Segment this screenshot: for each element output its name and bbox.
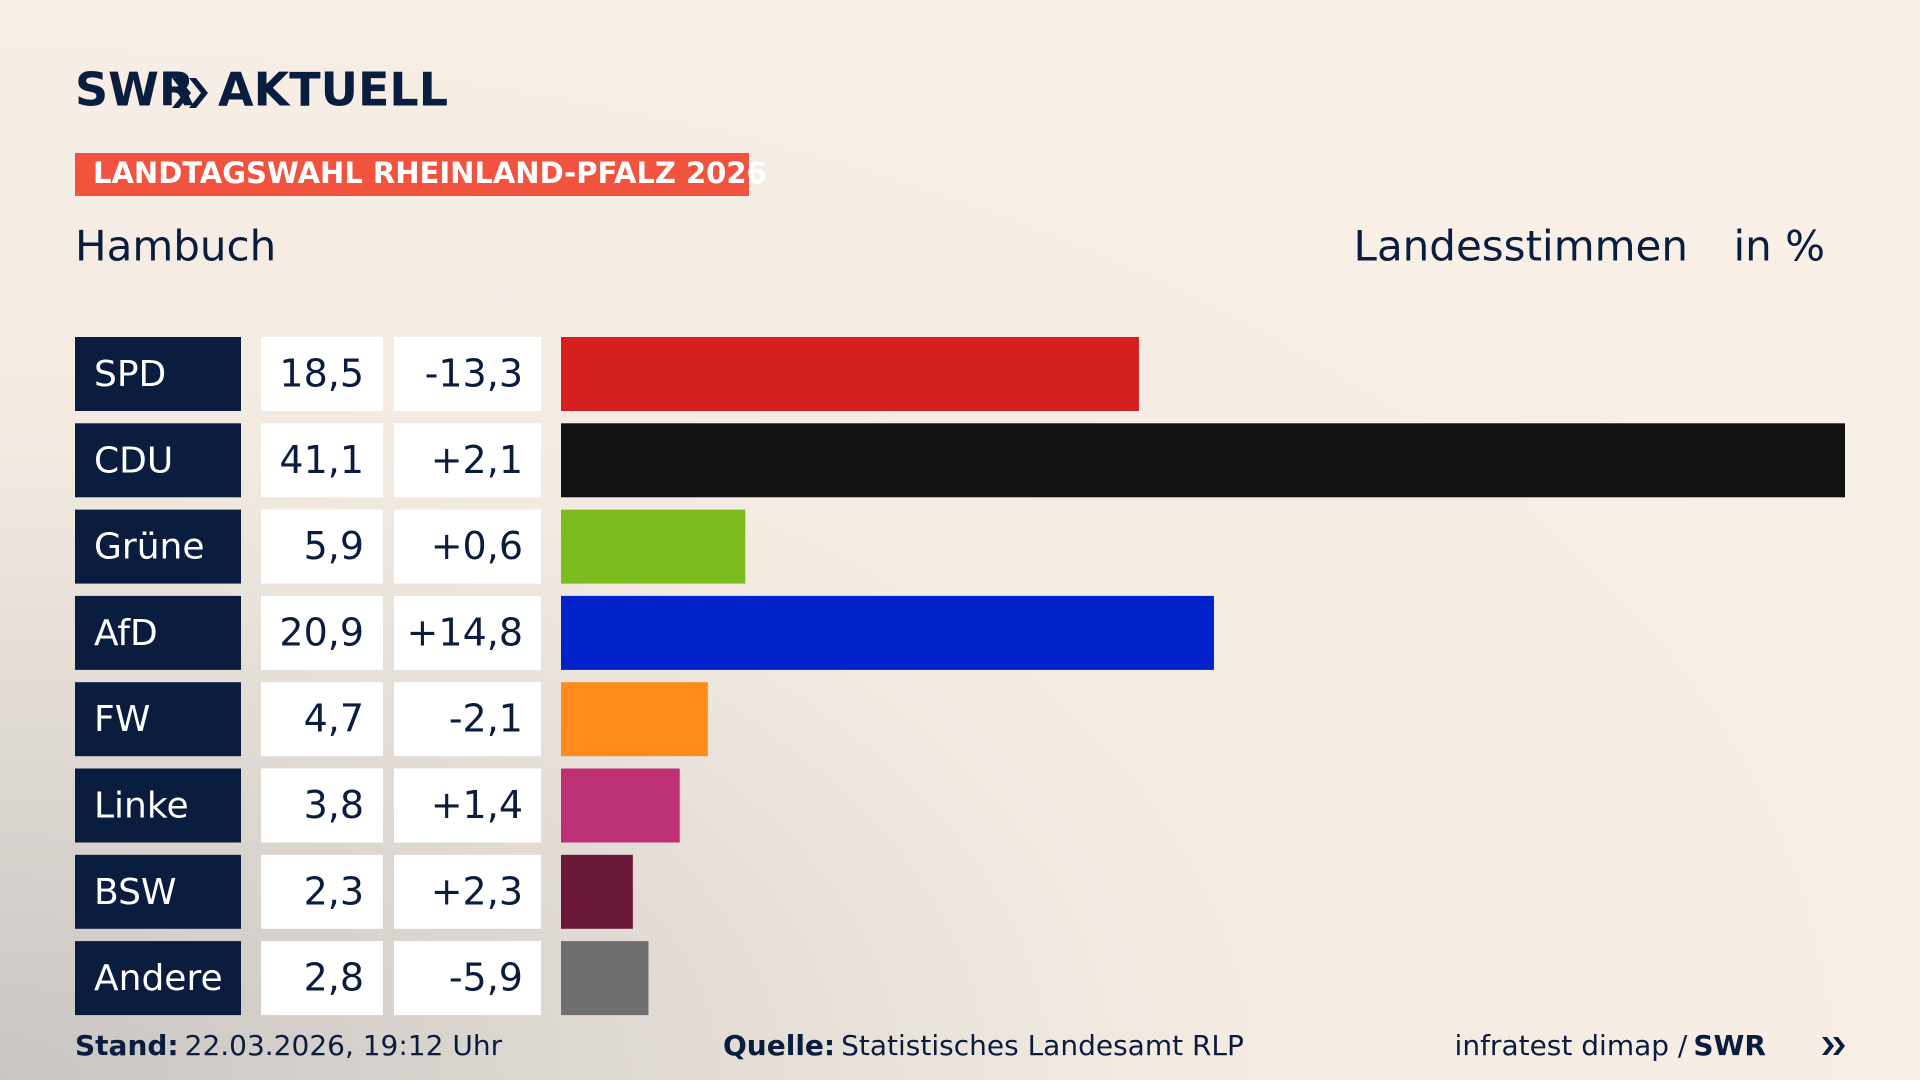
value-label: 20,9	[279, 610, 364, 654]
party-label: SPD	[94, 354, 166, 395]
value-box	[261, 509, 383, 584]
credit: infratest dimap / SWR	[1455, 1029, 1766, 1062]
bar	[561, 337, 1139, 411]
change-label: -13,3	[425, 352, 523, 396]
change-label: +2,1	[431, 438, 523, 482]
change-label: +14,8	[407, 610, 523, 654]
change-label: -5,9	[449, 956, 523, 1000]
party-label: BSW	[94, 872, 177, 913]
party-box	[75, 941, 241, 1016]
title-banner	[75, 153, 749, 196]
chart-title: LANDTAGSWAHL RHEINLAND-PFALZ 2026	[93, 156, 767, 190]
subtitle: Hambuch	[75, 222, 276, 271]
party-label: Linke	[94, 786, 189, 827]
bar	[561, 854, 633, 929]
value-label: 18,5	[279, 352, 364, 396]
bar	[561, 682, 708, 757]
change-box	[394, 423, 541, 498]
source: Statistisches Landesamt RLP	[841, 1029, 1244, 1062]
logo-swr: SWR	[75, 63, 194, 117]
party-label: FW	[94, 699, 150, 740]
bar	[561, 509, 746, 584]
bar	[561, 423, 1845, 498]
party-label: AfD	[94, 613, 158, 654]
party-box	[75, 854, 241, 929]
change-box	[394, 854, 541, 929]
bar	[561, 595, 1214, 670]
change-box	[394, 509, 541, 584]
value-label: 2,3	[304, 869, 364, 913]
value-box	[261, 854, 383, 929]
bar	[561, 768, 680, 843]
value-box	[261, 337, 383, 411]
logo-chevrons	[172, 78, 208, 108]
logo-aktuell: AKTUELL	[218, 63, 448, 117]
change-box	[394, 768, 541, 843]
value-box	[261, 423, 383, 498]
value-box	[261, 941, 383, 1016]
bar	[561, 941, 649, 1016]
change-box	[394, 337, 541, 411]
party-box	[75, 768, 241, 843]
change-label: +0,6	[431, 524, 523, 568]
value-box	[261, 682, 383, 757]
change-box	[394, 595, 541, 670]
credit-chevrons	[1822, 1037, 1845, 1055]
stand: 22.03.2026, 19:12 Uhr	[185, 1029, 503, 1062]
change-label: +1,4	[431, 783, 523, 827]
party-label: Grüne	[94, 527, 204, 568]
value-box	[261, 768, 383, 843]
party-box	[75, 595, 241, 670]
value-label: 4,7	[304, 697, 364, 741]
credit-text: infratest dimap /	[1455, 1029, 1688, 1062]
source-label: Quelle:	[723, 1029, 835, 1062]
credit-logo: SWR	[1693, 1029, 1766, 1062]
party-box	[75, 682, 241, 757]
change-box	[394, 682, 541, 757]
party-box	[75, 337, 241, 411]
party-label: CDU	[94, 440, 173, 481]
value-label: 2,8	[304, 956, 364, 1000]
value-box	[261, 595, 383, 670]
stand-label: Stand:	[75, 1029, 179, 1062]
party-box	[75, 423, 241, 498]
value-label: 3,8	[304, 783, 364, 827]
party-label: Andere	[94, 958, 223, 999]
party-box	[75, 509, 241, 584]
footer-source: Quelle: Statistisches Landesamt RLP	[723, 1029, 1244, 1062]
value-label: 41,1	[279, 438, 364, 482]
value-label: 5,9	[304, 524, 364, 568]
footer-stand: Stand: 22.03.2026, 19:12 Uhr	[75, 1029, 503, 1062]
unit: in %	[1733, 222, 1825, 271]
change-label: -2,1	[449, 697, 523, 741]
measure: Landesstimmen	[1354, 222, 1688, 271]
change-box	[394, 941, 541, 1016]
change-label: +2,3	[431, 869, 523, 913]
